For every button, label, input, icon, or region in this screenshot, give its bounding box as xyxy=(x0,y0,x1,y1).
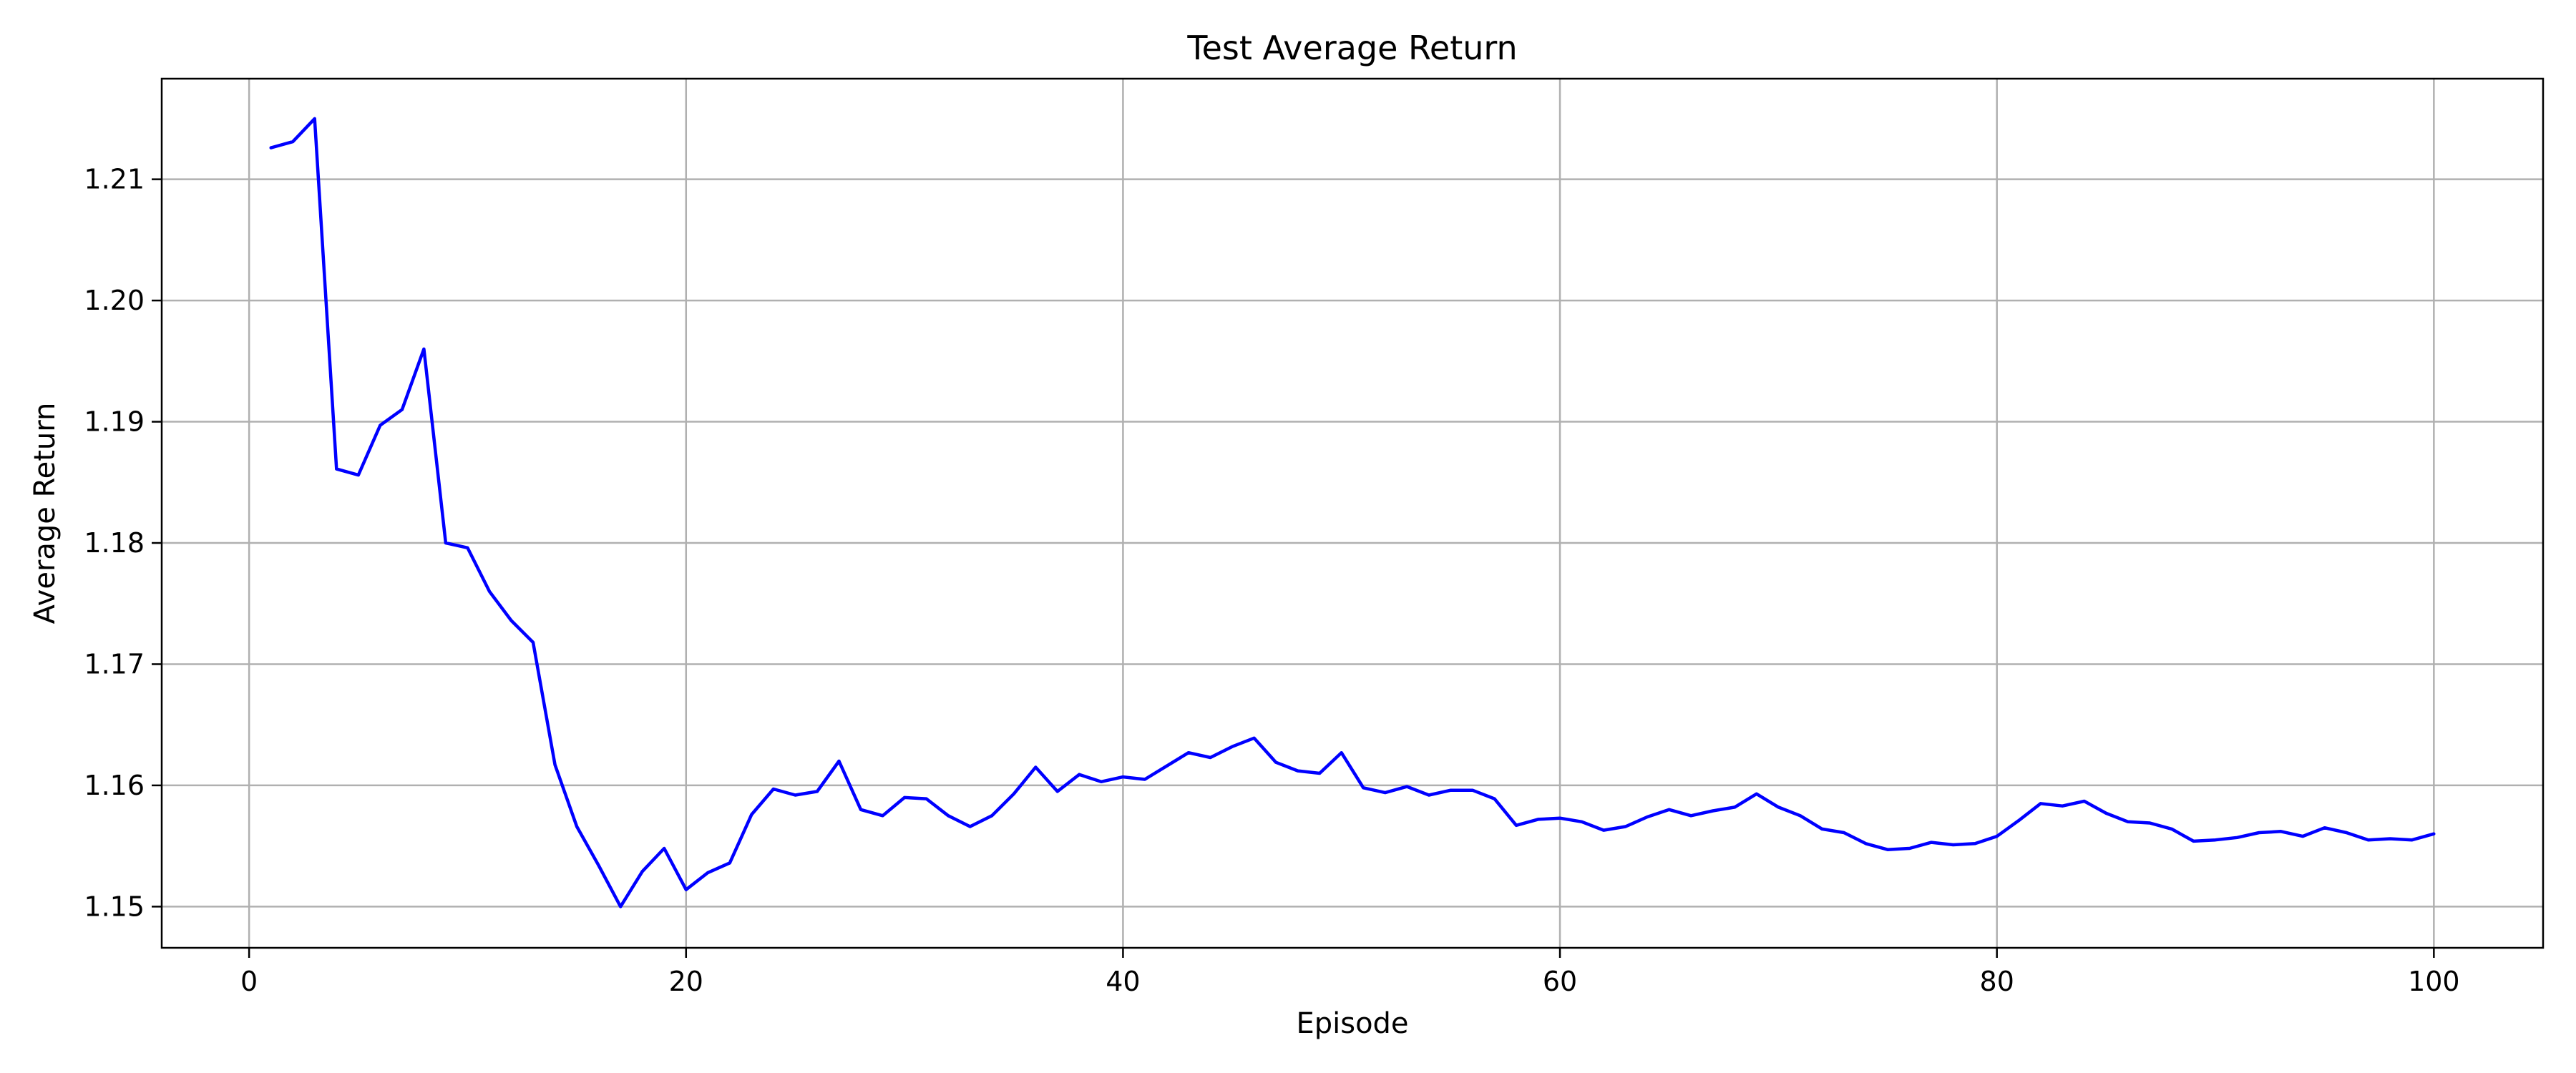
y-axis-ticks: 1.15 1.16 1.17 1.18 1.19 1.20 1.21 xyxy=(84,164,162,922)
y-tick-label: 1.21 xyxy=(84,164,145,195)
plot-frame xyxy=(160,77,2545,949)
y-tick-label: 1.17 xyxy=(84,648,145,680)
x-tick-label: 100 xyxy=(2408,966,2460,997)
x-tick-label: 40 xyxy=(1106,966,1140,997)
grid-lines xyxy=(162,79,2543,948)
chart-title: Test Average Return xyxy=(1186,29,1517,67)
x-tick-label: 60 xyxy=(1543,966,1577,997)
x-axis-ticks: 0 20 40 60 80 100 xyxy=(240,948,2460,997)
y-tick-label: 1.18 xyxy=(84,527,145,559)
series-group xyxy=(269,117,2436,908)
y-axis-label: Average Return xyxy=(29,403,62,624)
x-tick-label: 0 xyxy=(240,966,258,997)
x-axis-label: Episode xyxy=(1296,1007,1408,1040)
x-tick-label: 80 xyxy=(1980,966,2014,997)
y-tick-label: 1.15 xyxy=(84,891,145,922)
x-tick-label: 20 xyxy=(669,966,703,997)
series-line-0 xyxy=(269,117,2436,908)
y-tick-label: 1.16 xyxy=(84,770,145,801)
y-tick-label: 1.20 xyxy=(84,285,145,316)
y-tick-label: 1.19 xyxy=(84,406,145,438)
